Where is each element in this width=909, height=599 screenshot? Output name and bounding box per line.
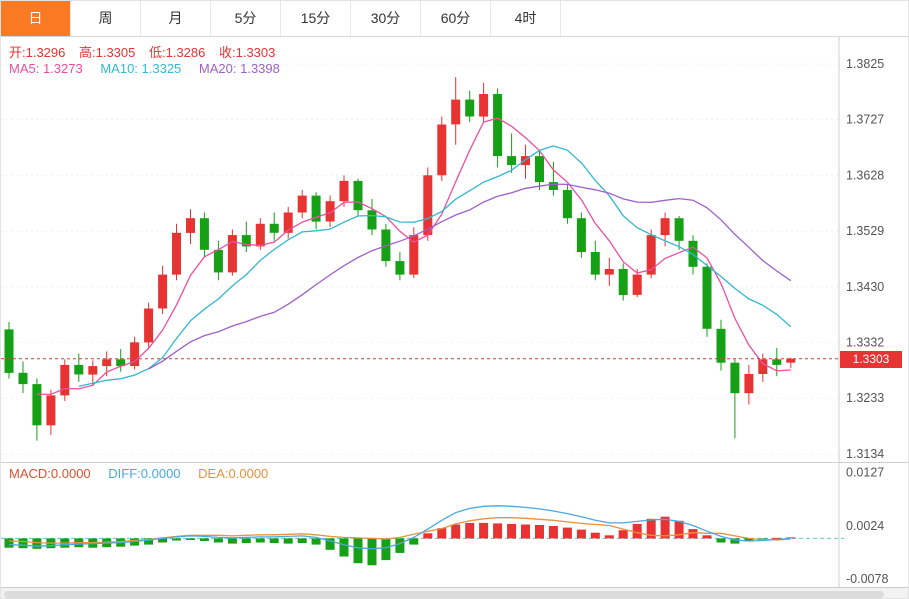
open-value: 开:1.3296 — [9, 45, 66, 60]
dea-line — [8, 517, 791, 544]
macd-value: MACD:0.0000 — [9, 466, 91, 481]
tab-4hour[interactable]: 4时 — [491, 1, 561, 36]
svg-text:1.3430: 1.3430 — [846, 280, 884, 294]
ma-legend: MA5: 1.3273 MA10: 1.3325 MA20: 1.3398 — [9, 61, 294, 76]
ohlc-legend: 开:1.3296 高:1.3305 低:1.3286 收:1.3303 — [9, 42, 285, 61]
svg-text:0.0127: 0.0127 — [846, 466, 884, 480]
main-price-chart[interactable]: 1.3825 1.3727 1.3628 1.3529 1.3430 1.3332 1.32… — [1, 37, 909, 462]
macd-legend: MACD:0.0000 DIFF:0.0000 DEA:0.0000 — [9, 466, 282, 481]
svg-text:1.3332: 1.3332 — [846, 335, 884, 349]
tab-month[interactable]: 月 — [141, 1, 211, 36]
scrollbar-thumb[interactable] — [4, 591, 884, 598]
grid-layer — [1, 63, 839, 455]
tab-30min[interactable]: 30分 — [351, 1, 421, 36]
ma20-value: MA20: 1.3398 — [198, 61, 280, 76]
tab-week[interactable]: 周 — [71, 1, 141, 36]
tab-day[interactable]: 日 — [1, 1, 71, 36]
timeframe-tabbar: 日 周 月 5分 15分 30分 60分 4时 — [1, 1, 908, 37]
tab-15min[interactable]: 15分 — [281, 1, 351, 36]
y-axis-labels: 1.3825 1.3727 1.3628 1.3529 1.3430 1.3332 1.32… — [846, 57, 884, 461]
tab-60min[interactable]: 60分 — [421, 1, 491, 36]
macd-panel[interactable]: 0.0127 0.0024 -0.0078 MACD:0.0000 DIFF:0.0… — [1, 462, 909, 588]
ma5-line — [36, 117, 791, 396]
ma10-line — [78, 145, 792, 387]
current-price-tag: 1.3303 — [840, 350, 902, 368]
ma10-value: MA10: 1.3325 — [100, 61, 182, 76]
horizontal-scrollbar[interactable] — [1, 587, 908, 598]
candlestick-canvas[interactable]: 1.3825 1.3727 1.3628 1.3529 1.3430 1.3332 1.32… — [1, 37, 909, 462]
diff-value: DIFF:0.0000 — [108, 466, 181, 481]
candles-layer — [4, 77, 796, 441]
ma20-line — [148, 183, 792, 370]
low-value: 低:1.3286 — [149, 45, 206, 60]
tab-5min[interactable]: 5分 — [211, 1, 281, 36]
high-value: 高:1.3305 — [79, 45, 136, 60]
ma5-value: MA5: 1.3273 — [9, 61, 83, 76]
svg-text:1.3825: 1.3825 — [846, 57, 884, 71]
svg-text:1.3529: 1.3529 — [846, 224, 884, 238]
svg-text:1.3628: 1.3628 — [846, 168, 884, 182]
close-value: 收:1.3303 — [219, 45, 276, 60]
svg-text:1.3233: 1.3233 — [846, 391, 884, 405]
svg-text:-0.0078: -0.0078 — [846, 572, 888, 586]
diff-line — [8, 505, 791, 550]
macd-axis-labels: 0.0127 0.0024 -0.0078 — [846, 466, 888, 586]
svg-text:1.3727: 1.3727 — [846, 112, 884, 126]
svg-text:1.3134: 1.3134 — [846, 447, 884, 461]
macd-canvas[interactable]: 0.0127 0.0024 -0.0078 — [1, 463, 909, 588]
svg-text:0.0024: 0.0024 — [846, 519, 884, 533]
dea-value: DEA:0.0000 — [198, 466, 269, 481]
